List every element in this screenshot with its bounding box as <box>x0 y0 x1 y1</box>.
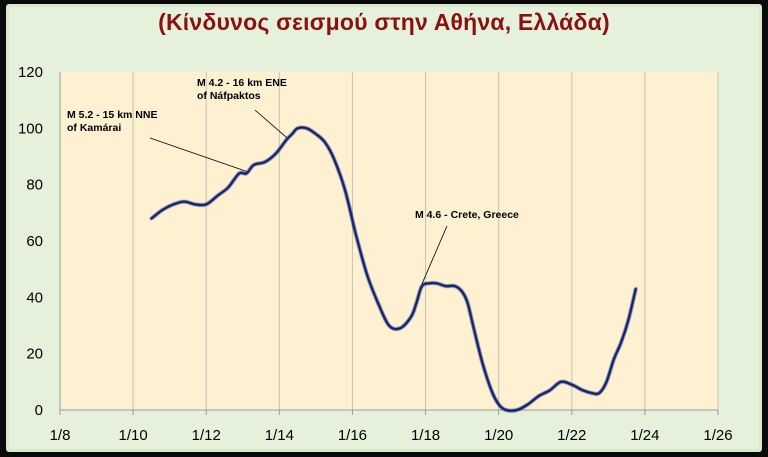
y-tick-label: 0 <box>35 402 43 419</box>
annotation-label: M 5.2 - 15 km NNE of Kamárai <box>67 109 157 134</box>
y-tick-label: 40 <box>26 289 43 306</box>
y-tick-label: 60 <box>26 233 43 250</box>
x-tick-label: 1/26 <box>703 427 732 444</box>
x-tick-label: 1/12 <box>192 427 221 444</box>
annotation-leader <box>254 109 287 138</box>
y-tick-label: 80 <box>26 177 43 194</box>
x-tick-label: 1/22 <box>557 427 586 444</box>
x-tick-label: 1/8 <box>50 427 71 444</box>
y-tick-label: 100 <box>18 120 43 137</box>
x-tick-label: 1/10 <box>119 427 148 444</box>
series-line <box>149 126 638 413</box>
annotation-leader <box>421 225 448 285</box>
annotation-label: M 4.6 - Crete, Greece <box>415 209 519 221</box>
chart-title: (Κίνδυνος σεισμού στην Αθήνα, Ελλάδα) <box>158 9 610 35</box>
x-tick-label: 1/24 <box>630 427 659 444</box>
y-tick-label: 20 <box>26 346 43 363</box>
annotation-label: M 4.2 - 16 km ENE of Náfpaktos <box>197 77 287 102</box>
x-tick-label: 1/20 <box>484 427 513 444</box>
annotation-leader <box>149 137 247 172</box>
x-tick-label: 1/16 <box>338 427 367 444</box>
x-tick-label: 1/18 <box>411 427 440 444</box>
x-tick-label: 1/14 <box>265 427 294 444</box>
y-tick-label: 120 <box>18 64 43 81</box>
plot-area <box>60 72 718 410</box>
